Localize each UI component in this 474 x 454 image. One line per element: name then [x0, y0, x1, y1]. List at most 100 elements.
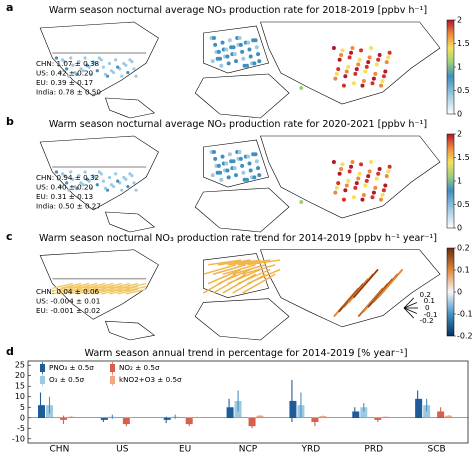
colorbar [446, 247, 455, 337]
site-dot [103, 186, 108, 190]
annotation: EU: -0.001 ± 0.02 [36, 306, 100, 315]
colorbar [446, 19, 455, 115]
site-dot [124, 177, 128, 181]
arrow-key-label: 0 [425, 303, 430, 312]
legend-label: kNO2+O3 ± 0.5σ [119, 375, 182, 384]
site-dot [224, 47, 229, 52]
site-dot [356, 62, 361, 67]
x-tick-label: YRD [301, 445, 321, 454]
trend-arrow [76, 288, 98, 295]
map [39, 249, 441, 341]
site-dot [240, 49, 245, 54]
site-dot [118, 181, 122, 185]
site-dot [134, 74, 138, 78]
site-dot [254, 159, 259, 164]
y-tick-label: -10 [12, 434, 25, 443]
site-dot [246, 40, 251, 45]
y-tick-label: 0 [20, 413, 25, 422]
site-dot [116, 179, 120, 183]
colorbar-tick-label: 1 [457, 177, 462, 186]
site-dot [376, 171, 381, 176]
site-dot [299, 200, 304, 204]
site-dot [237, 150, 242, 154]
site-dot [353, 71, 358, 76]
site-dot [366, 174, 371, 179]
site-dot [79, 181, 83, 185]
panel-label: d [6, 345, 14, 358]
trend-arrow [227, 268, 261, 285]
bar [122, 417, 130, 425]
trend-arrow [242, 273, 276, 294]
site-dot [379, 197, 384, 202]
trend-arrow [117, 288, 139, 295]
arrow-key-label: 0.2 [420, 290, 431, 299]
arrow-key-label: -0.2 [420, 316, 434, 325]
legend-label: PNO₃ ± 0.5σ [49, 363, 94, 372]
site-dot [89, 186, 93, 190]
site-dot [87, 65, 91, 69]
colorbar-tick-label: 0 [457, 288, 462, 297]
bar [415, 398, 423, 418]
site-dot [120, 188, 124, 192]
trend-arrow [93, 288, 114, 295]
site-dot [220, 40, 225, 45]
site-dot [346, 178, 351, 183]
site-dot [91, 174, 95, 178]
trend-arrow [84, 282, 106, 289]
site-dot [107, 175, 112, 180]
site-dot [95, 183, 99, 187]
site-dot [364, 178, 369, 183]
annotation: US: -0.004 ± 0.01 [36, 297, 100, 306]
site-dot [363, 69, 368, 74]
site-dot [107, 61, 112, 66]
colorbar-tick-label: -0.2 [457, 332, 473, 341]
site-dot [85, 63, 89, 67]
site-dot [373, 71, 378, 76]
colorbar [446, 133, 455, 229]
site-dot [331, 160, 336, 164]
trend-arrow [84, 288, 106, 295]
site-dot [54, 56, 59, 60]
site-dot [97, 170, 101, 174]
site-dot [101, 65, 105, 69]
site-dot [374, 176, 379, 181]
y-tick-label: 5 [20, 403, 25, 412]
site-dot [256, 166, 261, 171]
site-dot [369, 46, 374, 50]
site-dot [354, 181, 359, 186]
site-dot [130, 174, 134, 178]
site-dot [359, 162, 364, 167]
panel-title: Warm season nocturnal NO₃ production rat… [39, 233, 437, 244]
site-dot [211, 36, 216, 40]
bar [382, 416, 390, 418]
site-dot [67, 188, 71, 192]
site-dot [376, 57, 381, 62]
site-dot [351, 81, 356, 86]
site-dot [387, 164, 392, 169]
colorbar-tick-label: 1.5 [457, 39, 470, 48]
panel-label: a [6, 1, 13, 14]
site-dot [257, 59, 262, 64]
site-dot [227, 152, 232, 157]
site-dot [246, 154, 251, 159]
arrow-key [403, 302, 418, 309]
site-dot [93, 175, 97, 180]
site-dot [237, 36, 242, 40]
site-dot [216, 49, 221, 54]
site-dot [225, 168, 230, 173]
site-dot [81, 69, 85, 73]
trend-arrow [212, 264, 246, 275]
site-dot [241, 170, 246, 175]
trend-arrow [247, 259, 281, 266]
site-dot [247, 47, 252, 52]
site-dot [373, 185, 378, 190]
site-dot [367, 55, 372, 60]
trend-arrow [109, 282, 131, 289]
site-dot [112, 184, 116, 189]
site-dot [114, 172, 118, 176]
trend-arrow [217, 259, 251, 266]
panel-title: Warm season nocturnal average NO₃ produc… [49, 5, 427, 16]
site-dot [380, 192, 385, 197]
trend-arrow [52, 285, 73, 292]
bar [100, 417, 108, 420]
